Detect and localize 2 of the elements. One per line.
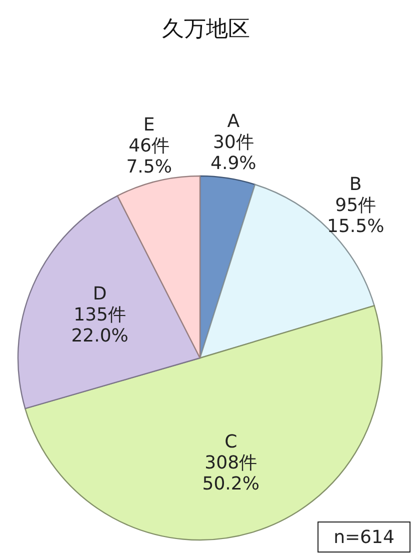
title: 久万地区 (162, 17, 250, 42)
annotation: n=614 (334, 527, 394, 548)
